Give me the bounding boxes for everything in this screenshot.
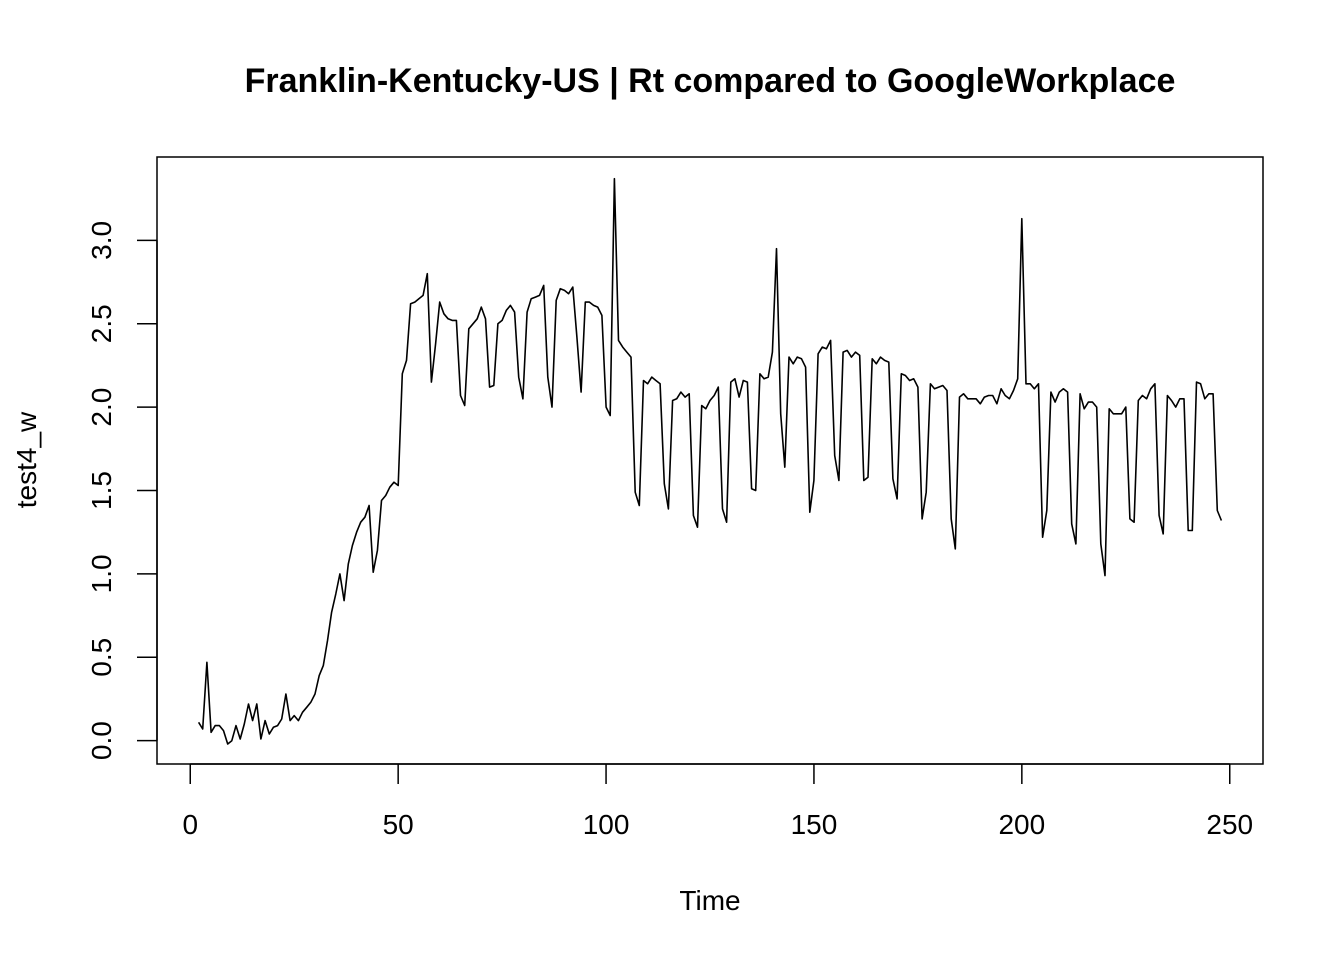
x-tick-label: 250 [1206, 809, 1253, 840]
chart-title: Franklin-Kentucky-US | Rt compared to Go… [245, 62, 1176, 100]
y-tick-label: 3.0 [86, 221, 117, 260]
x-axis: 0 50 100 150 200 250 [182, 763, 1253, 840]
x-tick-label: 50 [383, 809, 414, 840]
y-tick-label: 2.0 [86, 388, 117, 427]
y-tick-label: 2.5 [86, 304, 117, 343]
series-line [197, 177, 1223, 745]
x-tick-label: 0 [182, 809, 198, 840]
x-tick-label: 100 [583, 809, 630, 840]
y-tick-label: 0.5 [86, 638, 117, 677]
y-tick-label: 1.5 [86, 471, 117, 510]
plot-frame [156, 156, 1264, 765]
y-tick-label: 1.0 [86, 554, 117, 593]
y-axis-label: test4_w [11, 411, 42, 508]
y-tick-label: 0.0 [86, 721, 117, 760]
y-axis: 0.0 0.5 1.0 1.5 2.0 2.5 3.0 [86, 221, 158, 760]
x-axis-label: Time [679, 885, 740, 916]
x-tick-label: 150 [791, 809, 838, 840]
x-tick-label: 200 [998, 809, 1045, 840]
